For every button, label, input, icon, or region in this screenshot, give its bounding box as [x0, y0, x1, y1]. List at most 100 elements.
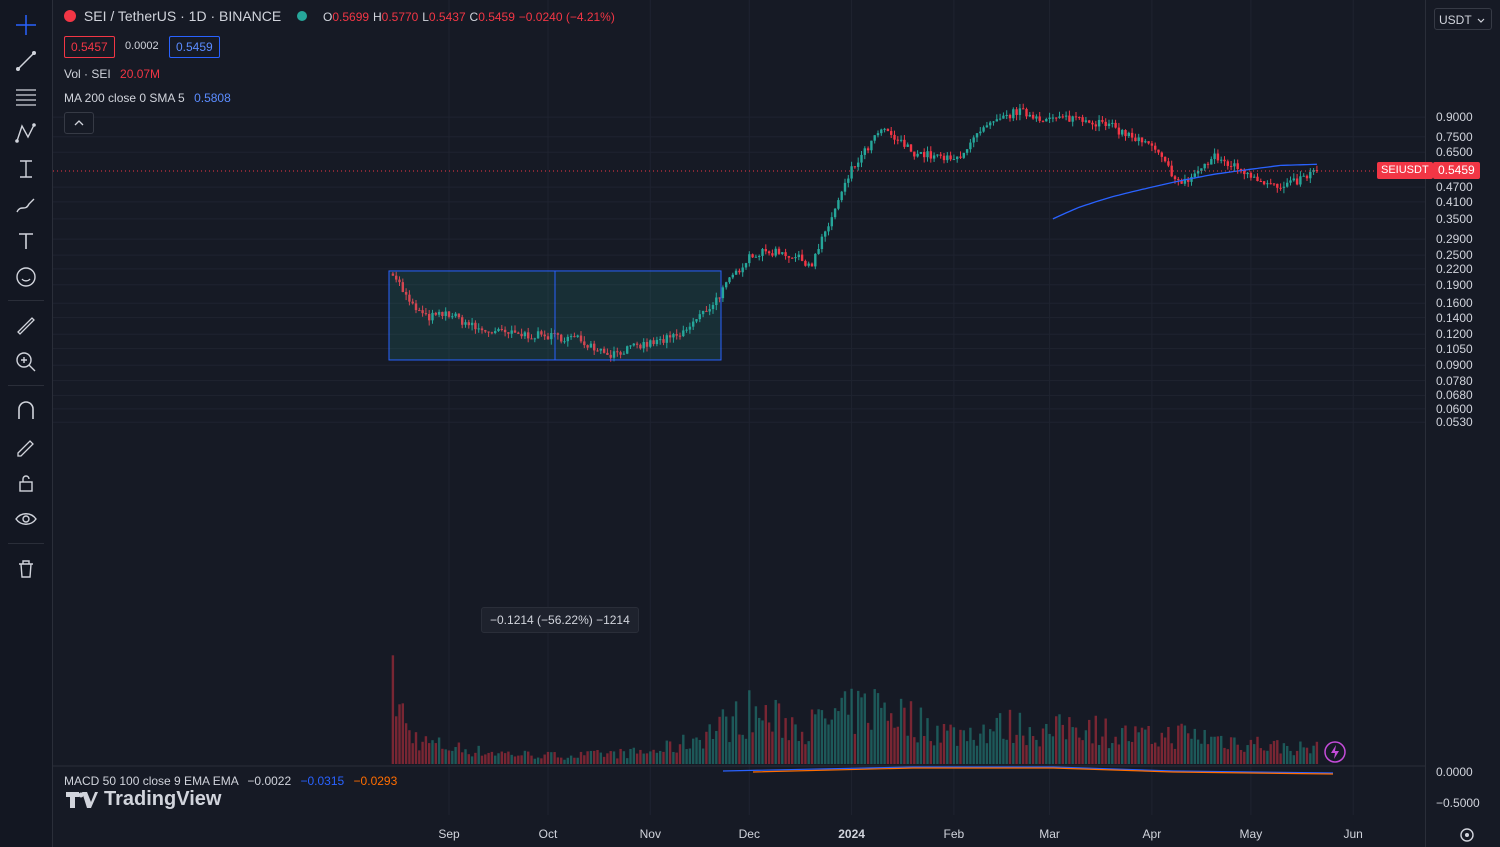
volume-bar — [1282, 743, 1286, 764]
candle-body — [1081, 117, 1084, 122]
candle-body — [530, 338, 533, 340]
volume-bar — [985, 743, 989, 764]
ruler-icon[interactable] — [10, 311, 42, 341]
volume-bar — [533, 758, 536, 764]
candle-body — [447, 311, 451, 317]
volume-bar — [530, 755, 533, 764]
volume-bar — [774, 699, 777, 764]
chart-pane[interactable] — [53, 0, 1425, 847]
settings-gear-icon[interactable] — [1458, 826, 1476, 844]
candle-body — [543, 334, 546, 337]
pattern-icon[interactable] — [10, 118, 42, 148]
candle-body — [437, 311, 441, 315]
candle-body — [563, 341, 566, 343]
price-chart[interactable] — [53, 0, 1425, 847]
candle-body — [652, 340, 655, 345]
candle-body — [698, 314, 701, 320]
candle-body — [1216, 153, 1220, 161]
candle-body — [774, 248, 777, 256]
volume-bar — [962, 730, 965, 764]
volume-bar — [1295, 750, 1299, 764]
volume-bar — [873, 689, 876, 764]
ma-value: 0.5808 — [194, 91, 231, 105]
candle-body — [1144, 141, 1147, 143]
y-tick-label: 0.9000 — [1436, 110, 1473, 125]
projection-icon[interactable] — [10, 154, 42, 184]
volume-bar — [1220, 735, 1223, 764]
volume-bar — [1276, 740, 1279, 764]
emoji-icon[interactable] — [10, 262, 42, 292]
volume-bar — [870, 729, 873, 764]
lightning-icon[interactable] — [1323, 740, 1347, 764]
volume-bar — [550, 752, 553, 764]
candle-body — [758, 255, 761, 257]
sell-price-button[interactable]: 0.5457 — [64, 36, 115, 58]
candle-body — [744, 263, 748, 268]
candle-body — [804, 260, 807, 266]
candle-body — [629, 345, 632, 347]
candle-body — [1157, 149, 1160, 153]
volume-bar — [771, 731, 774, 764]
volume-bar — [1160, 732, 1163, 764]
collapse-indicators-button[interactable] — [64, 112, 94, 134]
macd-legend[interactable]: MACD 50 100 close 9 EMA EMA −0.0022 −0.0… — [64, 774, 397, 788]
buy-price-button[interactable]: 0.5459 — [169, 36, 220, 58]
candle-body — [1068, 115, 1071, 122]
text-icon[interactable] — [10, 226, 42, 256]
candle-body — [1253, 176, 1256, 178]
candle-body — [791, 257, 794, 259]
ma-legend[interactable]: MA 200 close 0 SMA 5 0.5808 — [64, 91, 231, 105]
volume-bar — [596, 750, 599, 764]
candle-body — [962, 152, 965, 158]
candle-body — [513, 330, 517, 333]
volume-bar — [913, 737, 916, 764]
volume-bar — [1012, 742, 1015, 764]
lock-icon[interactable] — [10, 468, 42, 498]
low-value: 0.5437 — [428, 10, 466, 24]
candle-body — [609, 354, 612, 358]
candle-body — [1035, 116, 1038, 119]
candle-body — [668, 335, 672, 338]
zoom-in-icon[interactable] — [10, 347, 42, 377]
volume-legend[interactable]: Vol · SEI 20.07M — [64, 67, 160, 81]
volume-bar — [629, 748, 632, 764]
candle-body — [1243, 170, 1246, 175]
volume-bar — [1114, 736, 1117, 764]
currency-selector[interactable]: USDT — [1434, 8, 1492, 30]
volume-bar — [946, 730, 949, 764]
fib-icon[interactable] — [10, 82, 42, 112]
volume-bar — [890, 713, 893, 764]
volume-bar — [1121, 728, 1124, 764]
x-tick-label: Nov — [639, 827, 661, 841]
volume-bar — [1177, 725, 1180, 764]
volume-bar — [477, 745, 480, 764]
volume-bar — [959, 729, 962, 764]
candle-body — [1229, 165, 1233, 167]
y-tick-label: 0.2900 — [1436, 232, 1473, 247]
candle-body — [926, 151, 929, 158]
volume-bar — [880, 707, 883, 764]
candle-body — [1038, 116, 1041, 121]
candle-body — [952, 159, 956, 161]
candle-body — [1196, 170, 1200, 174]
volume-bar — [965, 741, 969, 764]
candle-body — [619, 352, 622, 355]
candle-body — [939, 154, 942, 156]
candle-body — [451, 316, 454, 318]
volume-bar — [1272, 740, 1276, 764]
magnet-icon[interactable] — [10, 396, 42, 426]
crosshair-icon[interactable] — [10, 10, 42, 40]
volume-bar — [527, 751, 530, 764]
candle-body — [1061, 116, 1064, 118]
symbol-title[interactable]: SEI / TetherUS · 1D · BINANCE — [83, 8, 282, 24]
eye-icon[interactable] — [10, 504, 42, 534]
volume-bar — [484, 754, 487, 764]
lock-drawing-icon[interactable] — [10, 432, 42, 462]
price-axis[interactable] — [1425, 0, 1500, 847]
volume-bar — [573, 757, 576, 764]
trash-icon[interactable] — [10, 554, 42, 584]
change-value: −0.0240 (−4.21%) — [518, 10, 615, 24]
volume-bar — [1137, 732, 1140, 764]
brush-icon[interactable] — [10, 190, 42, 220]
trend-line-icon[interactable] — [10, 46, 42, 76]
